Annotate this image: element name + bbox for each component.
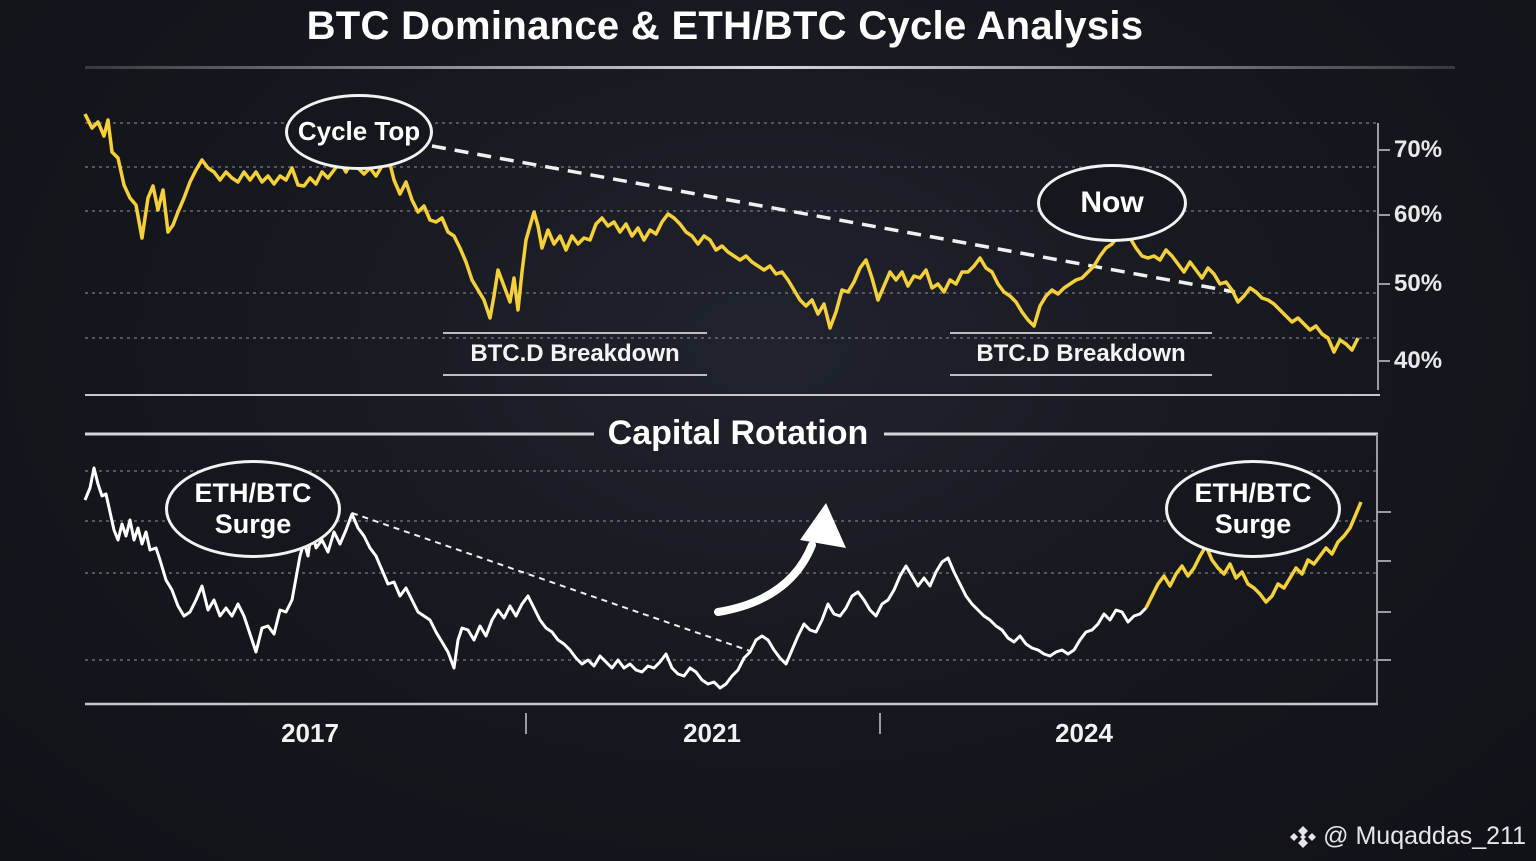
- breakdown-text-1: BTC.D Breakdown: [470, 340, 680, 367]
- ethbtc-surge-callout-1: ETH/BTC Surge: [165, 460, 341, 558]
- breakdown-rule-top: [950, 332, 1212, 334]
- ethbtc-line: [83, 466, 1148, 690]
- page-title: BTC Dominance & ETH/BTC Cycle Analysis: [306, 4, 1144, 48]
- x-tick-2017: 2017: [281, 718, 339, 748]
- upward-arrow-icon: [714, 503, 846, 616]
- x-axis-ticks: [525, 713, 881, 734]
- surge-label-line1: ETH/BTC: [194, 477, 312, 508]
- breakdown-text-2: BTC.D Breakdown: [976, 340, 1186, 367]
- ethbtc-trendline: [351, 512, 751, 652]
- ethbtc-highlight-line: [1144, 501, 1363, 609]
- y-tick-40: 40%: [1394, 347, 1443, 374]
- watermark-handle: @ Muqaddas_211: [1323, 822, 1526, 850]
- watermark: @ Muqaddas_211: [1289, 822, 1526, 851]
- breakdown-label-2: BTC.D Breakdown: [950, 332, 1212, 376]
- now-label: Now: [1080, 185, 1144, 219]
- x-tick-2021: 2021: [683, 718, 741, 748]
- btcd-line: [83, 113, 1360, 354]
- breakdown-rule-top: [443, 332, 707, 334]
- bottom-y-axis: [1376, 434, 1391, 704]
- breakdown-rule-bottom: [950, 374, 1212, 376]
- cycle-top-callout: Cycle Top: [285, 94, 433, 170]
- breakdown-label-1: BTC.D Breakdown: [443, 332, 707, 376]
- top-gridlines: [85, 122, 1378, 339]
- ethbtc-surge-callout-2: ETH/BTC Surge: [1165, 460, 1341, 558]
- x-tick-2024: 2024: [1055, 718, 1113, 748]
- title-divider: [85, 66, 1455, 69]
- y-tick-70: 70%: [1394, 136, 1443, 163]
- bottom-gridlines: [85, 470, 1378, 661]
- surge-label-line1: ETH/BTC: [1194, 477, 1312, 508]
- surge-label-line2: Surge: [214, 509, 292, 539]
- top-y-axis: [1377, 123, 1390, 390]
- breakdown-rule-bottom: [443, 374, 707, 376]
- y-tick-50: 50%: [1394, 270, 1443, 297]
- capital-rotation-title: Capital Rotation: [607, 414, 869, 452]
- now-callout: Now: [1037, 164, 1187, 242]
- binance-logo-icon: [1290, 825, 1317, 848]
- cycle-top-label: Cycle Top: [297, 116, 421, 147]
- btcd-trendline: [431, 144, 1236, 294]
- y-tick-60: 60%: [1394, 201, 1443, 228]
- surge-label-line2: Surge: [1214, 509, 1292, 539]
